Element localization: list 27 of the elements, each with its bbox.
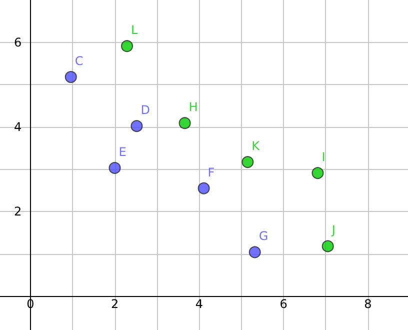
data-label: H	[188, 100, 198, 114]
data-label: E	[118, 144, 126, 159]
data-label: G	[258, 229, 268, 244]
x-tick-label: 2	[110, 297, 119, 311]
data-label: F	[208, 165, 215, 180]
data-label: L	[131, 23, 138, 38]
data-label: C	[74, 54, 84, 68]
point	[198, 182, 210, 194]
data-label: D	[140, 103, 150, 118]
point	[108, 162, 121, 174]
y-tick-label: 6	[14, 35, 22, 50]
point	[248, 246, 261, 258]
point	[64, 71, 77, 83]
point	[242, 156, 254, 168]
point	[178, 117, 191, 130]
y-tick-label: 4	[14, 120, 22, 134]
point	[312, 167, 324, 180]
x-tick-label: 4	[195, 297, 203, 311]
point	[322, 240, 334, 252]
data-label: I	[322, 150, 326, 164]
data-label: K	[252, 139, 261, 154]
y-tick-label: 2	[14, 204, 22, 219]
x-tick-label: 6	[280, 297, 288, 311]
x-tick-label: 8	[364, 297, 372, 311]
data-label: J	[330, 223, 336, 238]
point	[121, 40, 133, 52]
point	[130, 120, 143, 132]
